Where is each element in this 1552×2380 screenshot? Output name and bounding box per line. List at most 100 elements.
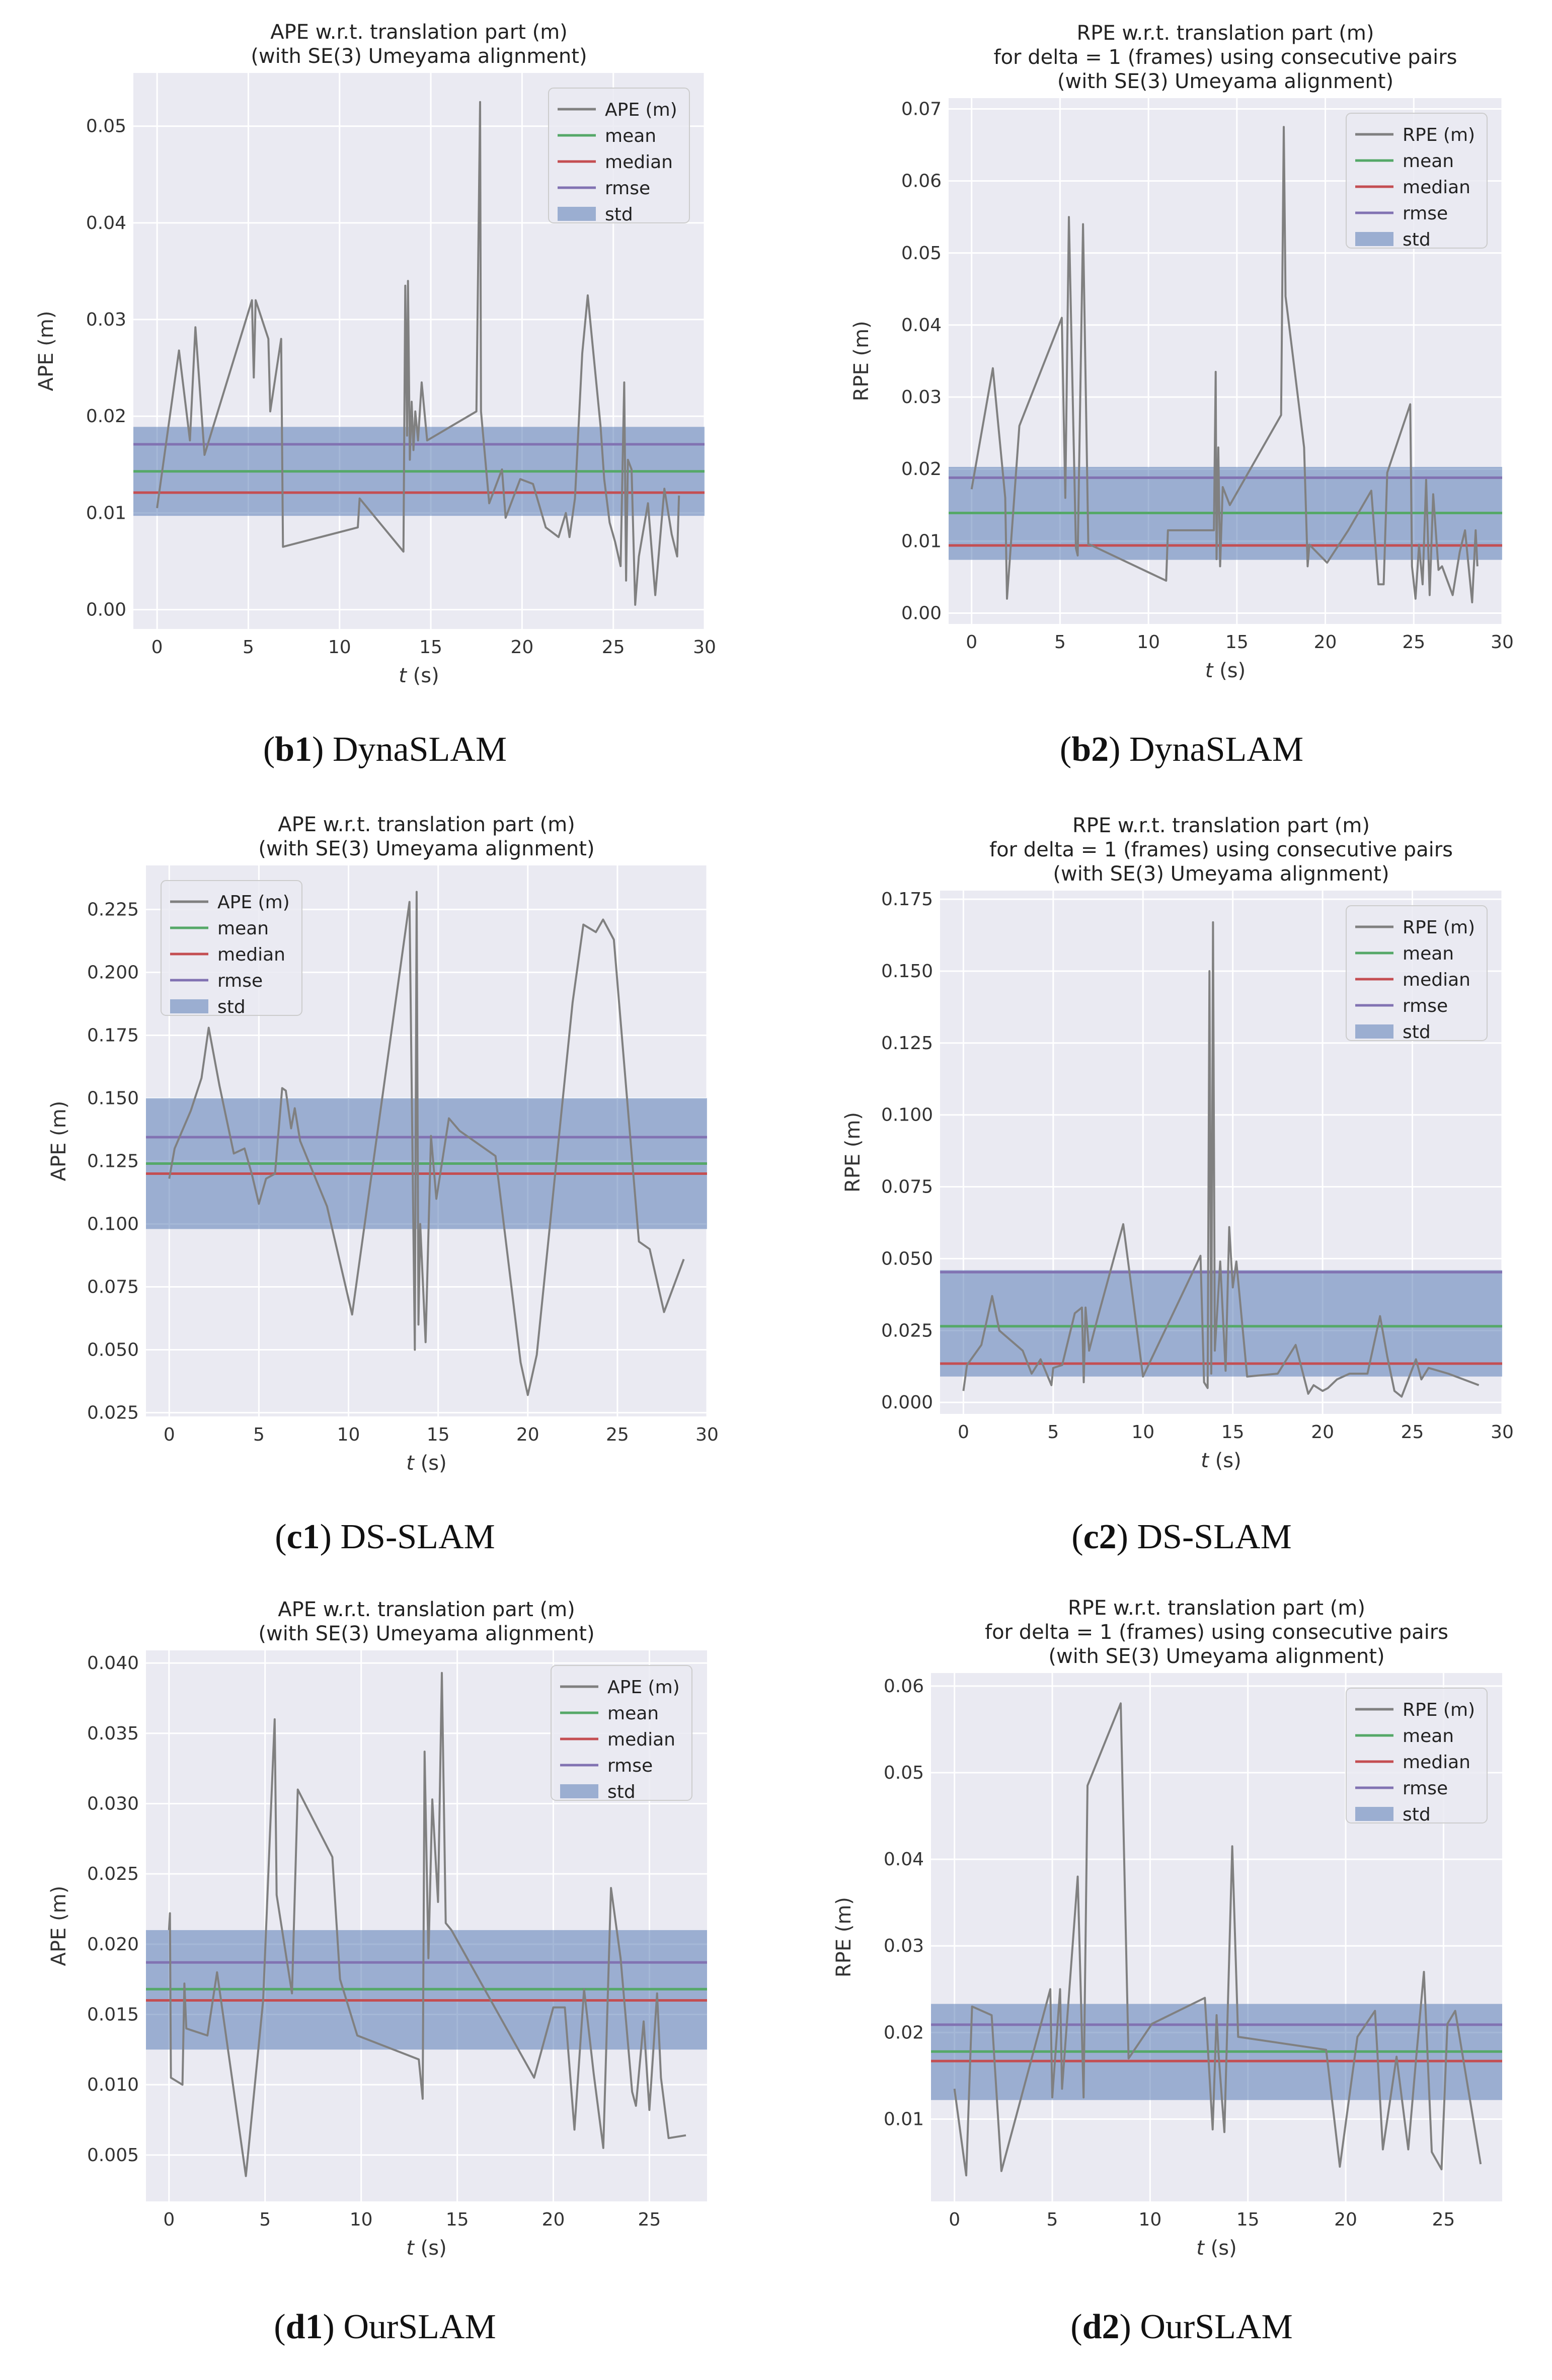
y-tick-label: 0.150 (881, 961, 933, 982)
legend-label: std (1403, 1804, 1431, 1825)
y-axis-label: APE (m) (47, 1886, 70, 1966)
chart-b1: 0 5 10 15 20 25 30 0.00 0.01 0.02 0.03 0.04 0.05 t (s… (35, 21, 716, 687)
legend-label: rmse (217, 971, 263, 991)
x-tick-label: 15 (427, 1424, 450, 1445)
x-axis-label: t (s) (399, 664, 439, 687)
legend-swatch (170, 999, 208, 1013)
y-tick-label: 0.175 (881, 889, 933, 910)
legend-label: RPE (m) (1403, 917, 1475, 938)
y-tick-label: 0.00 (86, 600, 126, 620)
x-tick-label: 25 (638, 2209, 661, 2230)
y-tick-label: 0.05 (884, 1763, 924, 1783)
chart-d2: 0 5 10 15 20 25 0.01 0.02 0.03 0.04 0.05 0.06 t (s) R… (832, 1597, 1502, 2260)
x-tick-label: 10 (350, 2209, 373, 2230)
chart-d1: 0 5 10 15 20 25 0.005 0.010 0.015 0.020 0.025 0.030… (47, 1598, 707, 2260)
legend-label: rmse (605, 178, 650, 199)
chart-c2: 0 5 10 15 20 25 30 0.000 0.025 0.050 0.075 0.100 0.1… (841, 814, 1514, 1472)
caption-label: d2 (1082, 2308, 1120, 2346)
series-line (962, 921, 1480, 1398)
x-tick-label: 0 (958, 1422, 969, 1443)
x-tick-label: 0 (163, 2209, 175, 2230)
y-tick-label: 0.00 (901, 603, 942, 624)
caption-d2: (d2) OurSLAM (1070, 2308, 1293, 2346)
x-tick-label: 10 (328, 637, 351, 658)
series-line (168, 1672, 686, 2177)
x-tick-label: 10 (1137, 632, 1160, 653)
y-tick-label: 0.06 (884, 1676, 924, 1697)
legend-label: APE (m) (217, 892, 290, 913)
x-tick-label: 30 (1491, 632, 1514, 653)
x-tick-label: 20 (510, 637, 533, 658)
x-tick-label: 10 (1138, 2209, 1161, 2230)
legend: RPE (m) mean median rmse std (1346, 113, 1488, 250)
legend-label: std (1403, 229, 1431, 250)
caption-label: c2 (1083, 1518, 1117, 1556)
legend-box (161, 880, 302, 1016)
x-tick-label: 25 (1432, 2209, 1455, 2230)
legend-label: std (1403, 1022, 1431, 1043)
caption-text: DynaSLAM (1129, 730, 1304, 769)
legend-label: mean (607, 1703, 659, 1724)
series-line (970, 126, 1479, 604)
legend-label: std (605, 204, 633, 225)
y-tick-label: 0.175 (87, 1025, 139, 1046)
y-axis-label: RPE (m) (832, 1897, 856, 1977)
y-tick-label: 0.025 (87, 1864, 139, 1884)
caption-b2: (b2) DynaSLAM (1059, 730, 1304, 769)
x-tick-label: 0 (966, 632, 977, 653)
caption-text: DynaSLAM (332, 730, 507, 769)
y-tick-label: 0.200 (87, 963, 139, 983)
legend-label: median (1403, 1752, 1470, 1773)
legend-label: std (217, 997, 246, 1017)
legend-label: median (605, 152, 673, 173)
y-tick-label: 0.050 (87, 1340, 139, 1361)
x-tick-label: 0 (151, 637, 163, 658)
x-tick-label: 15 (1225, 632, 1249, 653)
x-tick-label: 15 (1236, 2209, 1260, 2230)
x-tick-label: 20 (1311, 1422, 1334, 1443)
legend-box (1346, 905, 1488, 1041)
series-line (168, 891, 685, 1396)
y-tick-label: 0.05 (86, 116, 126, 137)
y-tick-label: 0.015 (87, 2004, 139, 2025)
x-tick-label: 15 (1221, 1422, 1245, 1443)
chart-title-line: (with SE(3) Umeyama alignment) (258, 837, 594, 860)
x-axis-label: t (s) (1196, 2237, 1236, 2260)
x-tick-label: 5 (253, 1424, 265, 1445)
legend: APE (m) mean median rmse std (161, 880, 302, 1017)
y-axis-label: RPE (m) (841, 1112, 865, 1193)
chart-title-line: for delta = 1 (frames) using consecutive… (994, 46, 1457, 69)
series-line (156, 101, 680, 606)
legend-label: median (1403, 970, 1470, 990)
legend: APE (m) mean median rmse std (548, 88, 690, 225)
y-tick-label: 0.125 (87, 1151, 139, 1172)
caption-text: OurSLAM (343, 2308, 496, 2346)
x-tick-label: 20 (516, 1424, 539, 1445)
caption-text: DS-SLAM (340, 1518, 495, 1556)
chart-title-line: RPE w.r.t. translation part (m) (1072, 814, 1370, 837)
x-tick-label: 20 (1314, 632, 1337, 653)
legend: APE (m) mean median rmse std (551, 1665, 692, 1802)
legend-box (1346, 113, 1488, 249)
y-tick-label: 0.01 (86, 503, 126, 523)
legend-swatch (560, 1784, 598, 1798)
x-tick-label: 5 (1054, 632, 1066, 653)
legend-label: rmse (1403, 996, 1448, 1016)
y-tick-label: 0.05 (901, 243, 942, 264)
x-tick-label: 30 (1491, 1422, 1514, 1443)
chart-title-line: RPE w.r.t. translation part (m) (1068, 1597, 1365, 1620)
legend-label: APE (m) (605, 100, 677, 120)
caption-b1: (b1) DynaSLAM (263, 730, 507, 769)
caption-d1: (d1) OurSLAM (274, 2308, 496, 2346)
y-tick-label: 0.010 (87, 2075, 139, 2095)
legend-box (551, 1665, 692, 1801)
y-tick-label: 0.150 (87, 1088, 139, 1109)
y-tick-label: 0.02 (884, 2022, 924, 2043)
x-axis-label: t (s) (406, 2237, 446, 2260)
chart-b2: 0 5 10 15 20 25 30 0.00 0.01 0.02 0.03 0.04 0.05 0.06… (850, 22, 1514, 682)
y-tick-label: 0.02 (901, 459, 942, 480)
legend-label: mean (605, 126, 656, 146)
y-tick-label: 0.100 (87, 1214, 139, 1235)
y-tick-label: 0.020 (87, 1934, 139, 1955)
